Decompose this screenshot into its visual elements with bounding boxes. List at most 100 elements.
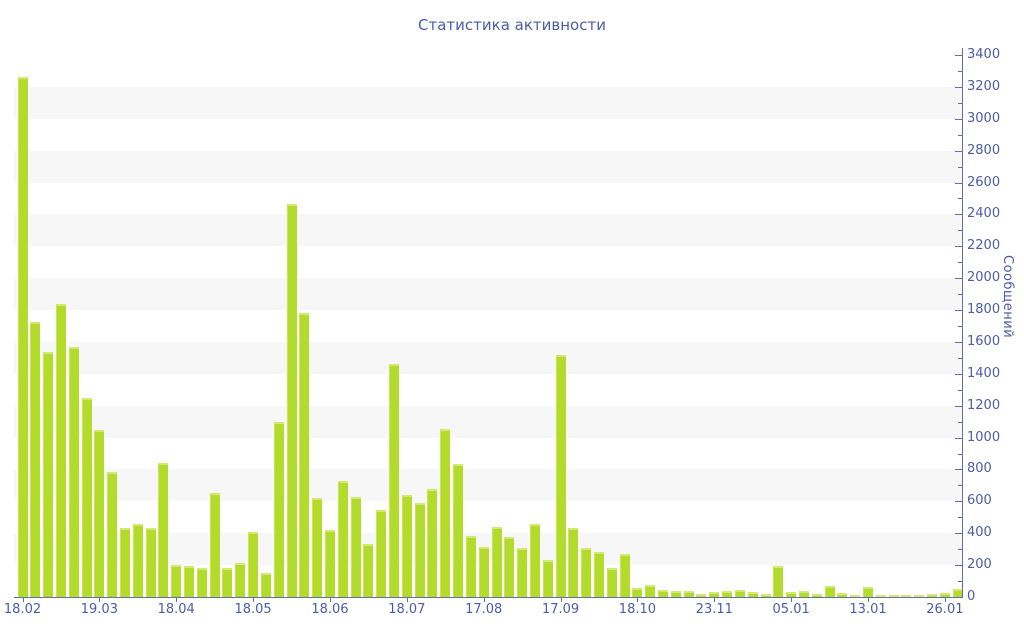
- y-axis-tick-label: 800: [967, 461, 992, 477]
- bar: [863, 587, 873, 597]
- bar: [43, 352, 54, 597]
- y-axis-tick: [955, 55, 962, 56]
- bar: [350, 496, 361, 597]
- y-axis-tick-label: 1600: [967, 333, 1001, 349]
- x-axis-tick: [99, 597, 101, 602]
- y-axis-tick-label: 3000: [967, 110, 1001, 126]
- bar: [606, 568, 617, 597]
- bar: [722, 591, 733, 597]
- y-axis-tick: [955, 278, 962, 280]
- bar: [235, 562, 246, 597]
- y-axis-tick-label: 2800: [967, 142, 1001, 158]
- bar: [273, 421, 284, 597]
- bar: [645, 585, 656, 597]
- y-axis-title: Сообщений: [1000, 255, 1015, 339]
- bar: [363, 543, 374, 597]
- bar: [619, 553, 630, 597]
- y-axis-tick-label: 3200: [967, 78, 1001, 94]
- x-axis-tick: [791, 597, 793, 602]
- y-axis-tick-label: 1200: [967, 397, 1001, 413]
- y-axis-tick: [955, 341, 962, 343]
- y-axis-tick: [955, 565, 962, 567]
- bar: [837, 593, 848, 597]
- y-axis-tick-label: 2000: [967, 270, 1001, 286]
- bar: [504, 537, 515, 597]
- bar: [414, 502, 425, 597]
- y-axis-minor-tick: [958, 198, 962, 200]
- bar: [798, 591, 809, 597]
- x-axis-tick-label: 19.03: [80, 602, 118, 617]
- bar: [94, 429, 105, 597]
- bar: [568, 528, 579, 597]
- bar: [875, 594, 886, 597]
- bar: [171, 565, 182, 597]
- y-axis-tick-label: 1800: [967, 302, 1001, 318]
- bar: [324, 530, 335, 597]
- y-axis-minor-tick: [958, 230, 962, 232]
- bar: [888, 595, 899, 598]
- y-axis-minor-tick: [958, 326, 962, 327]
- bar: [786, 592, 797, 597]
- y-axis-tick-label: 2600: [967, 174, 1001, 190]
- bar: [312, 498, 323, 597]
- x-axis-tick-label: 18.06: [311, 602, 349, 617]
- x-axis-tick: [944, 597, 946, 602]
- y-axis-tick: [955, 437, 962, 439]
- bar: [491, 526, 502, 597]
- grid-band: [14, 405, 962, 438]
- y-axis-minor-tick: [958, 262, 962, 264]
- bar: [55, 303, 66, 597]
- x-axis-tick-label: 13.01: [849, 602, 887, 617]
- bar: [81, 397, 92, 597]
- grid-band: [14, 86, 962, 119]
- x-axis-tick-label: 17.09: [541, 602, 580, 617]
- bar: [632, 588, 643, 597]
- y-axis-minor-tick: [958, 294, 962, 296]
- bar: [260, 573, 271, 597]
- bar: [734, 589, 745, 597]
- bar: [542, 559, 553, 597]
- bar: [773, 565, 784, 597]
- x-axis-tick: [714, 597, 716, 602]
- bar: [824, 585, 835, 597]
- y-axis-line: [962, 48, 963, 598]
- y-axis-tick: [955, 469, 962, 471]
- y-axis-tick: [955, 118, 962, 120]
- bar: [184, 565, 195, 597]
- x-axis-tick-label: 18.10: [618, 602, 657, 617]
- bar: [453, 463, 464, 597]
- x-axis-tick: [868, 597, 869, 602]
- y-axis-minor-tick: [958, 166, 962, 168]
- y-axis-tick-label: 2200: [967, 238, 1001, 254]
- bar: [337, 480, 348, 597]
- x-axis-tick: [253, 597, 255, 602]
- y-axis-minor-tick: [958, 453, 962, 455]
- bar: [465, 535, 476, 597]
- y-axis-minor-tick: [958, 517, 962, 519]
- grid-band: [14, 278, 962, 311]
- chart-title: Статистика активности: [418, 16, 606, 34]
- y-axis-minor-tick: [958, 581, 962, 583]
- bar: [581, 547, 592, 597]
- bar: [952, 589, 963, 597]
- bar: [222, 568, 233, 597]
- y-axis-tick-label: 0: [967, 589, 976, 604]
- bar: [389, 364, 399, 597]
- bar: [299, 313, 310, 597]
- bar: [901, 595, 912, 598]
- bar: [811, 593, 822, 597]
- x-axis-tick: [22, 597, 24, 602]
- bar: [17, 76, 28, 597]
- x-axis-tick: [483, 597, 485, 602]
- x-axis-tick-label: 18.02: [3, 602, 42, 617]
- y-axis-tick: [955, 373, 962, 375]
- x-axis-tick-label: 18.07: [388, 602, 426, 617]
- bar: [376, 510, 387, 597]
- bar: [427, 489, 438, 597]
- bar: [132, 523, 143, 597]
- bar: [68, 346, 79, 597]
- x-axis-line: [14, 597, 963, 598]
- grid-band: [14, 150, 962, 183]
- grid-band: [14, 214, 962, 247]
